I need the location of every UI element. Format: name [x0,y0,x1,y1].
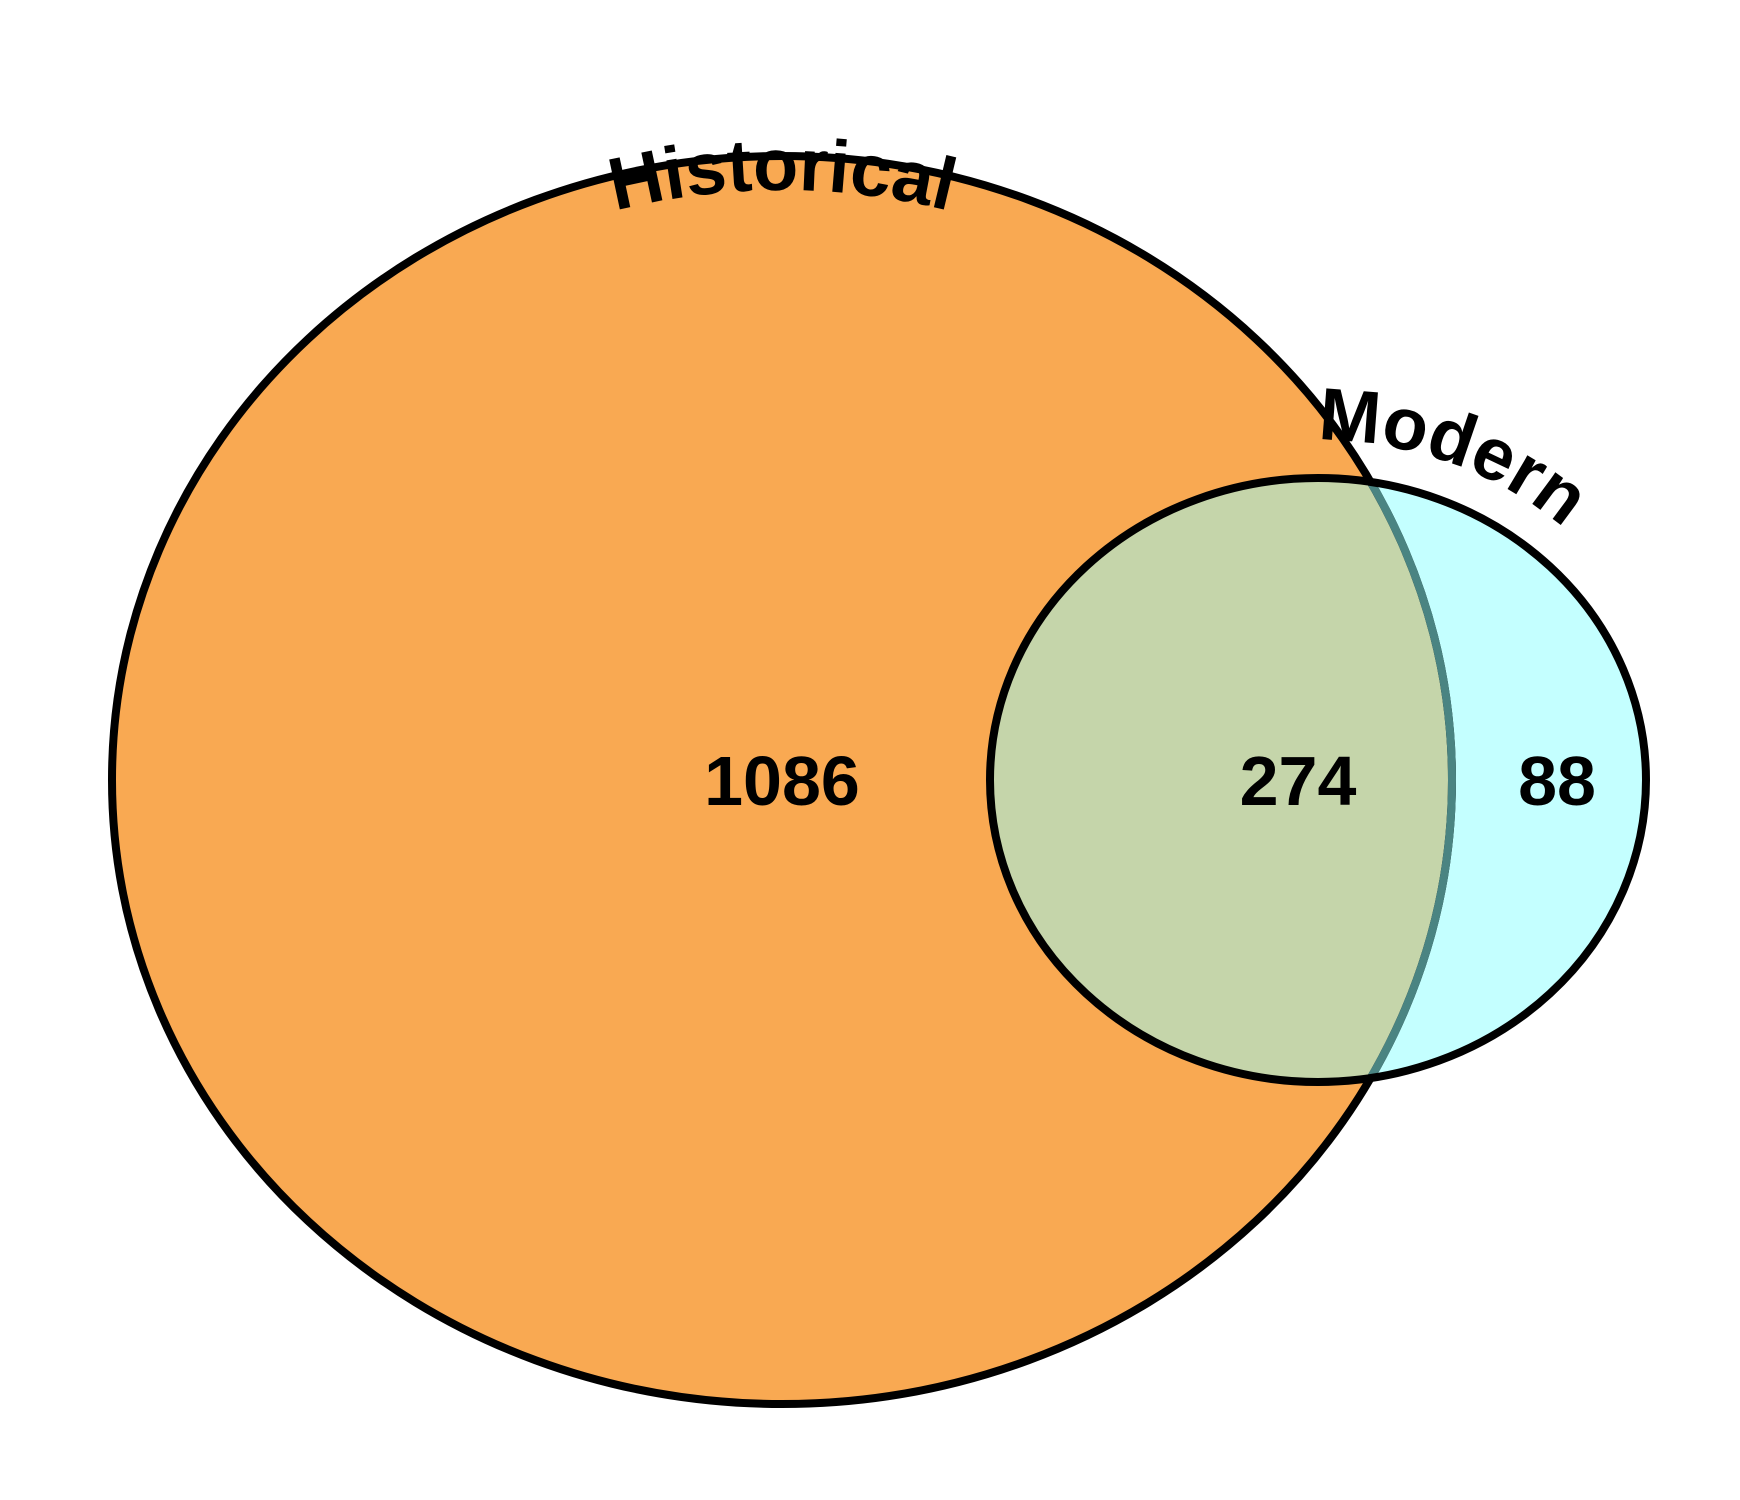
historical-outline-inside-modern [994,482,1456,1078]
modern-only-count: 88 [1518,742,1596,820]
modern-set-outline [986,474,1650,1086]
overlap-region-fill [990,478,1452,1082]
overlap-count: 274 [1240,742,1357,820]
historical-set-fill [112,156,1452,1404]
historical-only-count: 1086 [704,742,860,820]
